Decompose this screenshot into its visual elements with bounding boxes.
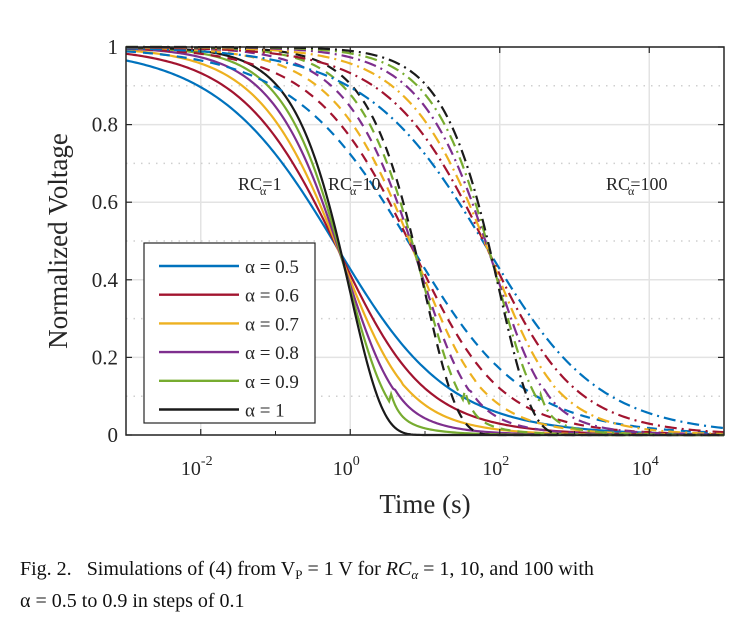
legend-box (143, 242, 316, 424)
x-tick-label: 10-2 (181, 454, 213, 480)
legend-label: α = 0.9 (245, 372, 299, 393)
series-line-rc100-alpha-0.5 (125, 47, 725, 430)
series-line-rc100-alpha-0.6 (125, 46, 725, 434)
y-axis-label: Normalized Voltage (43, 133, 73, 349)
y-tick-label: 0.8 (92, 113, 118, 137)
y-tick-label: 0.4 (92, 268, 119, 292)
y-tick-label: 1 (108, 35, 119, 59)
rc-annotation-1: RCα=1 (238, 174, 281, 198)
series-line-rc10-alpha-0.6 (125, 47, 725, 436)
x-tick-label: 104 (632, 454, 659, 480)
figure-caption: Fig. 2. Simulations of (4) from VP = 1 V… (20, 558, 594, 612)
x-tick-label: 100 (333, 454, 360, 480)
legend-label: α = 1 (245, 401, 285, 422)
legend-label: α = 0.6 (245, 286, 299, 307)
caption-prefix: Fig. 2. (20, 558, 72, 580)
series-line-rc10-alpha-0.5 (125, 50, 725, 434)
legend-label: α = 0.7 (245, 314, 299, 335)
rc-annotation-100: RCα=100 (606, 174, 667, 198)
legend-label: α = 0.8 (245, 343, 299, 364)
x-axis-label: Time (s) (379, 489, 470, 519)
legend-label: α = 0.5 (245, 257, 299, 278)
y-tick-label: 0.2 (92, 345, 118, 369)
caption-line2: α = 0.5 to 0.9 in steps of 0.1 (20, 590, 245, 612)
annotations: RCα=1 RCα=10 RCα=100 (238, 174, 667, 198)
legend: α = 0.5 α = 0.6 α = 0.7 α = 0.8 α = 0.9 α = 1 (143, 242, 316, 424)
x-tick-label: 102 (482, 454, 509, 480)
rc-annotation-10: RCα=10 (328, 174, 380, 198)
y-tick-label: 0 (108, 423, 119, 447)
y-tick-label: 0.6 (92, 190, 118, 214)
series-line-rc1-alpha-0.5 (125, 59, 725, 436)
